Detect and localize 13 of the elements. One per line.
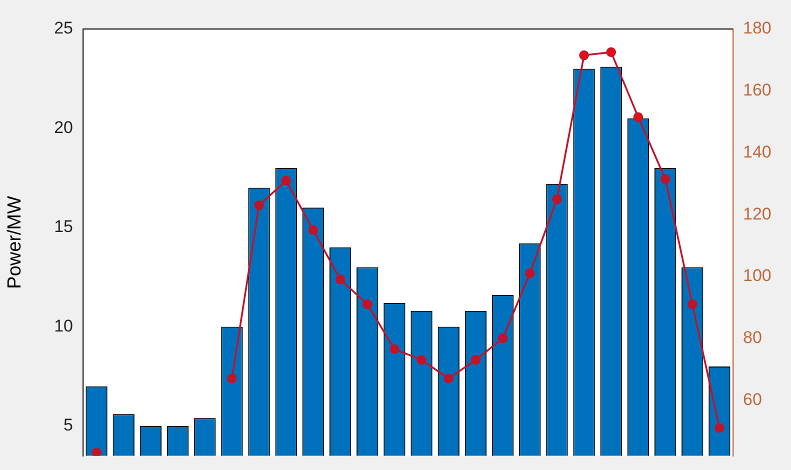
y-tick-label: 10 (54, 316, 73, 336)
y2-tick-label: 180 (743, 18, 772, 38)
y2-tick-label: 100 (743, 266, 772, 286)
y-tick-label: 5 (64, 416, 73, 435)
y2-tick-label: 80 (743, 328, 762, 347)
y-tick-label: 15 (54, 217, 73, 236)
y2-tick-label: 140 (743, 142, 772, 162)
y-tick-label: 20 (54, 118, 73, 137)
y2-tick-label: 60 (743, 390, 762, 409)
y-tick-label: 25 (54, 18, 73, 38)
y-axis-title: Power/MW (4, 196, 26, 289)
y2-tick-label: 120 (743, 204, 772, 224)
y2-tick-label: 160 (743, 80, 772, 100)
